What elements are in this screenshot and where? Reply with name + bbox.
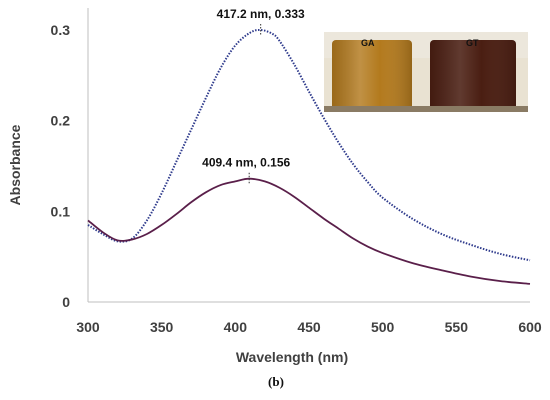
peak-annotation: 417.2 nm, 0.333 — [217, 7, 305, 21]
y-axis-title: Absorbance — [7, 124, 23, 205]
y-tick-label: 0 — [62, 294, 70, 310]
y-tick-label: 0.2 — [51, 113, 71, 129]
y-tick-label: 0.3 — [51, 22, 71, 38]
x-tick-label: 500 — [371, 319, 395, 335]
x-tick-label: 450 — [297, 319, 321, 335]
x-tick-labels: 300 350 400 450 500 550 600 — [76, 319, 542, 335]
annotation-labels: 417.2 nm, 0.333 409.4 nm, 0.156 — [202, 7, 305, 170]
x-tick-label: 350 — [150, 319, 174, 335]
x-tick-label: 550 — [445, 319, 469, 335]
y-tick-labels: 0 0.1 0.2 0.3 — [51, 22, 71, 310]
y-tick-label: 0.1 — [51, 203, 71, 219]
x-tick-label: 300 — [76, 319, 100, 335]
series-line-gt-solid — [87, 177, 531, 285]
x-tick-label: 400 — [224, 319, 248, 335]
vial-label-gt: GT — [466, 38, 479, 48]
peak-annotation: 409.4 nm, 0.156 — [202, 156, 290, 170]
x-tick-label: 600 — [518, 319, 542, 335]
peak-markers — [248, 24, 262, 185]
series-layer — [87, 28, 531, 285]
axes — [87, 8, 530, 303]
inset-vial-photo: GA GT — [324, 32, 528, 112]
vial-label-ga: GA — [361, 38, 375, 48]
panel-label: (b) — [268, 374, 284, 389]
x-axis-title: Wavelength (nm) — [236, 349, 348, 365]
series-line-ga-dotted — [87, 28, 531, 262]
